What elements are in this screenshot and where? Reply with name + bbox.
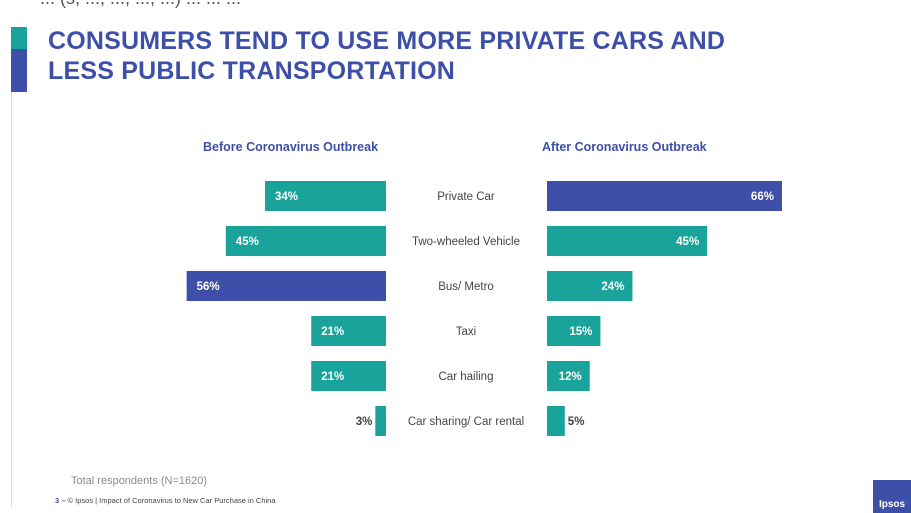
before-value-label-taxi: 21% [321, 326, 344, 338]
page-title: CONSUMERS TEND TO USE MORE PRIVATE CARS … [48, 26, 725, 86]
after-series-heading: After Coronavirus Outbreak [542, 140, 707, 154]
footer-text: © Ipsos | Impact of Coronavirus to New C… [67, 496, 276, 505]
category-label-private-car: Private Car [437, 191, 495, 203]
footer: 3 – © Ipsos | Impact of Coronavirus to N… [55, 496, 276, 505]
before-bar-bus-metro [186, 271, 386, 301]
left-divider [11, 92, 12, 507]
title-line-1: CONSUMERS TEND TO USE MORE PRIVATE CARS … [48, 27, 726, 55]
after-bar-two-wheeled-vehicle [547, 226, 708, 256]
category-label-bus-metro: Bus/ Metro [438, 281, 494, 293]
after-value-label-private-car: 66% [751, 191, 774, 203]
before-value-label-private-car: 34% [275, 191, 298, 203]
before-value-label-bus-metro: 56% [197, 281, 220, 293]
category-label-car-sharing-car-rental: Car sharing/ Car rental [408, 416, 524, 428]
accent-bar-teal [11, 27, 27, 49]
before-series-heading: Before Coronavirus Outbreak [203, 140, 379, 154]
after-bar-private-car [547, 181, 782, 211]
after-bar-car-sharing-car-rental [547, 406, 565, 436]
after-value-label-two-wheeled-vehicle: 45% [676, 236, 699, 248]
before-bar-private-car [264, 181, 386, 211]
after-bar-bus-metro [547, 271, 633, 301]
title-line-2: LESS PUBLIC TRANSPORTATION [48, 57, 456, 85]
ipsos-logo: Ipsos [873, 480, 911, 513]
logo-text: Ipsos [878, 499, 906, 510]
before-value-label-two-wheeled-vehicle: 45% [236, 236, 259, 248]
category-label-car-hailing: Car hailing [439, 371, 494, 383]
category-label-two-wheeled-vehicle: Two-wheeled Vehicle [412, 236, 520, 248]
page-number: 3 – [55, 496, 66, 505]
before-value-label-car-hailing: 21% [321, 371, 344, 383]
before-value-label-car-sharing-car-rental: 3% [356, 416, 373, 428]
accent-bar-blue [11, 49, 27, 92]
category-label-taxi: Taxi [456, 326, 476, 338]
before-bar-taxi [311, 316, 386, 346]
before-bar-car-hailing [311, 361, 386, 391]
before-bar-two-wheeled-vehicle [225, 226, 386, 256]
before-bar-car-sharing-car-rental [375, 406, 386, 436]
cropped-header-text: ... (s, ..., ..., ..., ...) ... ... ... [40, 0, 900, 9]
after-bar-car-hailing [547, 361, 590, 391]
after-value-label-car-sharing-car-rental: 5% [568, 416, 585, 428]
after-value-label-bus-metro: 24% [601, 281, 624, 293]
after-bar-taxi [547, 316, 601, 346]
respondents-note: Total respondents (N=1620) [71, 475, 208, 487]
after-value-label-taxi: 15% [569, 326, 592, 338]
after-value-label-car-hailing: 12% [559, 371, 582, 383]
